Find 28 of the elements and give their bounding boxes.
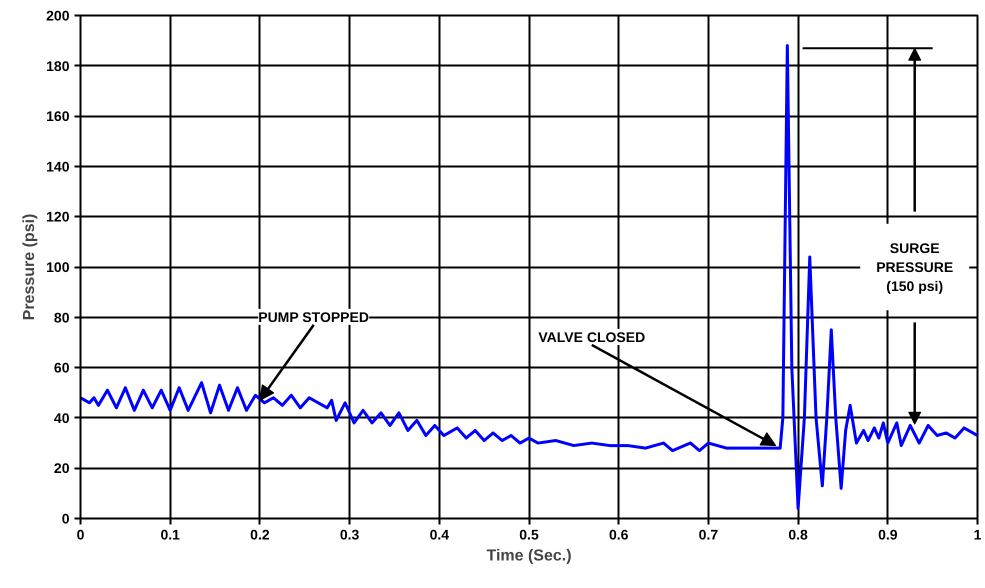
x-tick-label: 0.5	[519, 526, 539, 542]
y-tick-label: 140	[46, 158, 70, 174]
annotation: VALVE CLOSED	[538, 328, 646, 345]
y-tick-label: 0	[62, 510, 70, 526]
x-tick-label: 0.4	[430, 526, 450, 542]
x-tick-label: 0.2	[250, 526, 270, 542]
y-tick-label: 40	[54, 410, 70, 426]
x-tick-label: 0.8	[788, 526, 808, 542]
x-tick-label: 0.6	[608, 526, 629, 542]
x-tick-label: 0.7	[698, 526, 718, 542]
y-tick-label: 60	[54, 360, 70, 376]
y-tick-label: 200	[46, 8, 70, 24]
x-tick-label: 1	[974, 526, 982, 542]
x-tick-label: 0.9	[878, 526, 898, 542]
y-tick-label: 160	[46, 108, 70, 124]
y-tick-label: 120	[46, 208, 70, 225]
annotation: PUMP STOPPED	[258, 308, 369, 325]
x-axis-title: Time (Sec.)	[486, 548, 572, 564]
y-tick-label: 20	[54, 460, 70, 476]
y-tick-label: 180	[46, 58, 70, 74]
y-tick-label: 80	[54, 309, 70, 326]
y-tick-label: 100	[46, 259, 70, 275]
line-series	[80, 44, 978, 510]
y-axis-title: Pressure (psi)	[21, 214, 38, 320]
x-tick-label: 0.3	[340, 526, 360, 542]
x-tick-label: 0	[76, 526, 85, 542]
ref-line-label: SURGE PRESSURE (150 psi)	[876, 240, 954, 294]
x-tick-label: 0.1	[160, 526, 180, 542]
